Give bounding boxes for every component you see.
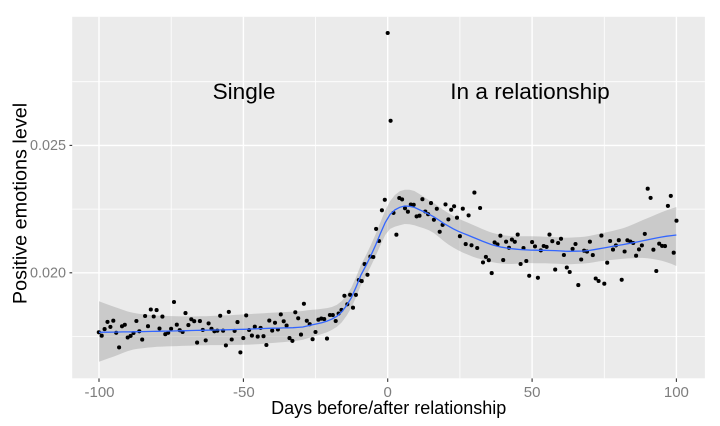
svg-text:0.025: 0.025 — [30, 138, 66, 154]
svg-text:0: 0 — [384, 384, 392, 401]
svg-text:-50: -50 — [233, 384, 255, 401]
svg-text:Single: Single — [213, 79, 276, 104]
svg-text:In a relationship: In a relationship — [450, 79, 610, 104]
svg-text:Positive emotions level: Positive emotions level — [10, 103, 32, 304]
svg-text:-100: -100 — [84, 384, 114, 401]
svg-text:Days before/after relationship: Days before/after relationship — [271, 398, 506, 418]
svg-text:0.020: 0.020 — [30, 266, 66, 282]
svg-text:100: 100 — [664, 384, 689, 401]
svg-text:50: 50 — [524, 384, 541, 401]
